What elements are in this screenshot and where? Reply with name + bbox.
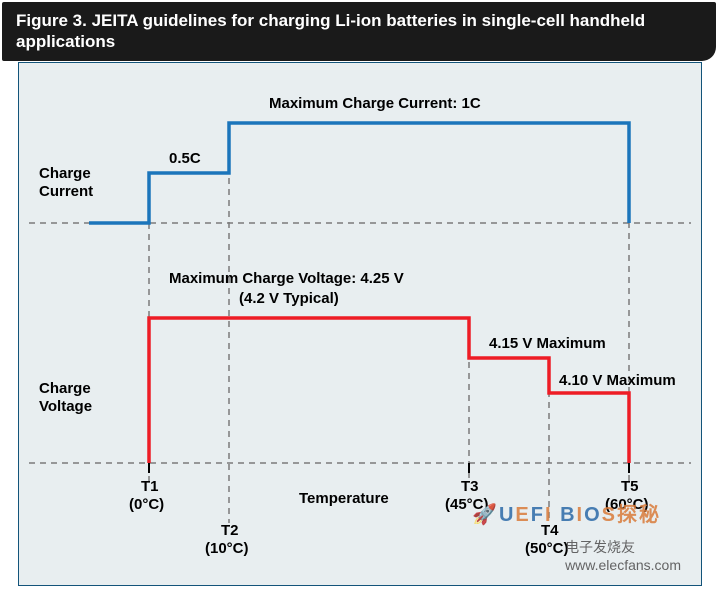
tick-t1-name: T1: [141, 478, 159, 495]
tick-t4-temp: (50°C): [525, 540, 569, 557]
label-charge-current-1: Charge: [39, 165, 91, 182]
figure-container: Figure 3. JEITA guidelines for charging …: [0, 2, 720, 592]
watermark-elecfans-url: www.elecfans.com: [565, 557, 681, 573]
label-charge-voltage-1: Charge: [39, 380, 91, 397]
label-max-voltage-1: Maximum Charge Voltage: 4.25 V: [169, 270, 404, 287]
label-v410: 4.10 V Maximum: [559, 372, 676, 389]
current-curve: [89, 123, 629, 223]
label-max-current: Maximum Charge Current: 1C: [269, 95, 481, 112]
tick-t3-name: T3: [461, 478, 479, 495]
watermark-uefi: 🚀UEFI BIOS探秘: [472, 498, 661, 527]
label-max-voltage-2: (4.2 V Typical): [239, 290, 339, 307]
label-charge-voltage-2: Voltage: [39, 398, 92, 415]
label-half-c: 0.5C: [169, 150, 201, 167]
label-v415: 4.15 V Maximum: [489, 335, 606, 352]
watermark-elecfans-cn: 电子发烧友: [565, 539, 635, 555]
tick-t2-temp: (10°C): [205, 540, 249, 557]
label-charge-current-2: Current: [39, 183, 93, 200]
watermark-elecfans: 电子发烧友 www.elecfans.com: [565, 537, 681, 573]
label-temperature: Temperature: [299, 490, 389, 507]
tick-t2-name: T2: [221, 522, 239, 539]
figure-title: Figure 3. JEITA guidelines for charging …: [2, 2, 716, 61]
tick-t5-name: T5: [621, 478, 639, 495]
tick-t1-temp: (0°C): [129, 496, 164, 513]
chart-panel: Charge Current Maximum Charge Current: 1…: [18, 62, 702, 586]
